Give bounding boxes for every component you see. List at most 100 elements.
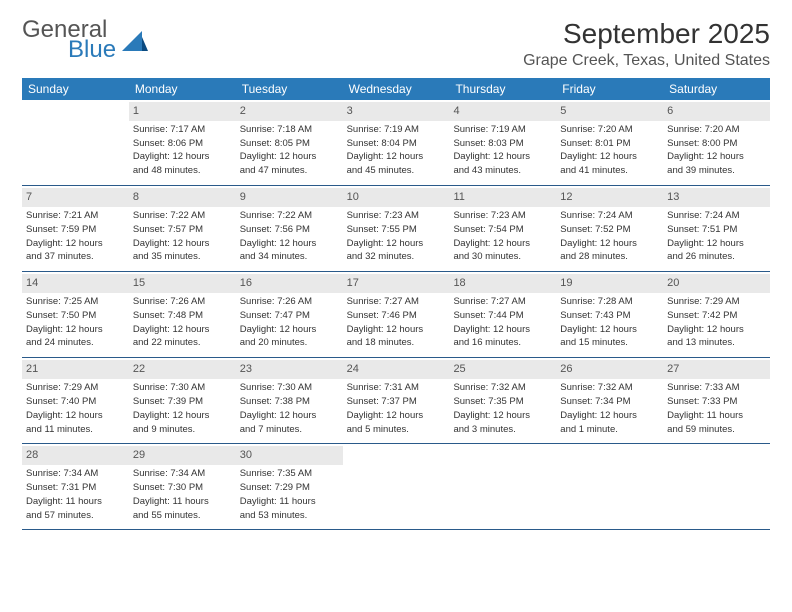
day-sunset: Sunset: 7:29 PM bbox=[240, 482, 339, 495]
day-cell: 19Sunrise: 7:28 AMSunset: 7:43 PMDayligh… bbox=[556, 272, 663, 357]
day-number: 18 bbox=[449, 274, 556, 293]
day-sunset: Sunset: 7:47 PM bbox=[240, 310, 339, 323]
day-sunset: Sunset: 7:46 PM bbox=[347, 310, 446, 323]
day-sunrise: Sunrise: 7:30 AM bbox=[240, 382, 339, 395]
day-sunset: Sunset: 7:52 PM bbox=[560, 224, 659, 237]
day-sunrise: Sunrise: 7:23 AM bbox=[347, 210, 446, 223]
day-day1: Daylight: 12 hours bbox=[240, 238, 339, 251]
day-number: 19 bbox=[556, 274, 663, 293]
day-number: 24 bbox=[343, 360, 450, 379]
day-day1: Daylight: 12 hours bbox=[453, 151, 552, 164]
calendar-page: General Blue September 2025 Grape Creek,… bbox=[0, 0, 792, 548]
day-sunrise: Sunrise: 7:29 AM bbox=[26, 382, 125, 395]
day-sunset: Sunset: 7:43 PM bbox=[560, 310, 659, 323]
day-cell-empty bbox=[663, 444, 770, 529]
day-sunrise: Sunrise: 7:27 AM bbox=[453, 296, 552, 309]
day-day2: and 53 minutes. bbox=[240, 510, 339, 523]
day-cell: 23Sunrise: 7:30 AMSunset: 7:38 PMDayligh… bbox=[236, 358, 343, 443]
day-day1: Daylight: 12 hours bbox=[560, 410, 659, 423]
day-number: 5 bbox=[556, 102, 663, 121]
day-sunrise: Sunrise: 7:27 AM bbox=[347, 296, 446, 309]
day-day1: Daylight: 12 hours bbox=[560, 324, 659, 337]
day-day1: Daylight: 12 hours bbox=[347, 324, 446, 337]
day-sunrise: Sunrise: 7:18 AM bbox=[240, 124, 339, 137]
day-day1: Daylight: 12 hours bbox=[26, 324, 125, 337]
logo-text-blue: Blue bbox=[68, 38, 116, 62]
day-number: 26 bbox=[556, 360, 663, 379]
day-day1: Daylight: 12 hours bbox=[133, 238, 232, 251]
day-sunrise: Sunrise: 7:32 AM bbox=[560, 382, 659, 395]
day-cell: 28Sunrise: 7:34 AMSunset: 7:31 PMDayligh… bbox=[22, 444, 129, 529]
day-number: 4 bbox=[449, 102, 556, 121]
day-day1: Daylight: 12 hours bbox=[453, 410, 552, 423]
day-number: 28 bbox=[22, 446, 129, 465]
day-number: 15 bbox=[129, 274, 236, 293]
week-row: 7Sunrise: 7:21 AMSunset: 7:59 PMDaylight… bbox=[22, 186, 770, 272]
day-day2: and 35 minutes. bbox=[133, 251, 232, 264]
dow-cell: Sunday bbox=[22, 78, 129, 100]
day-day1: Daylight: 12 hours bbox=[133, 151, 232, 164]
day-number: 17 bbox=[343, 274, 450, 293]
day-sunset: Sunset: 7:54 PM bbox=[453, 224, 552, 237]
calendar-grid: SundayMondayTuesdayWednesdayThursdayFrid… bbox=[22, 78, 770, 530]
weeks-container: 1Sunrise: 7:17 AMSunset: 8:06 PMDaylight… bbox=[22, 100, 770, 530]
dow-cell: Saturday bbox=[663, 78, 770, 100]
day-number: 6 bbox=[663, 102, 770, 121]
day-day1: Daylight: 11 hours bbox=[133, 496, 232, 509]
day-sunrise: Sunrise: 7:24 AM bbox=[560, 210, 659, 223]
day-day2: and 28 minutes. bbox=[560, 251, 659, 264]
day-day2: and 3 minutes. bbox=[453, 424, 552, 437]
day-cell: 26 Sunrise: 7:32 AMSunset: 7:34 PMDayligh… bbox=[556, 358, 663, 443]
day-sunset: Sunset: 8:06 PM bbox=[133, 138, 232, 151]
day-number: 8 bbox=[129, 188, 236, 207]
day-number: 3 bbox=[343, 102, 450, 121]
day-sunset: Sunset: 7:40 PM bbox=[26, 396, 125, 409]
day-sunset: Sunset: 8:01 PM bbox=[560, 138, 659, 151]
day-day1: Daylight: 12 hours bbox=[560, 151, 659, 164]
day-day1: Daylight: 12 hours bbox=[667, 238, 766, 251]
day-day1: Daylight: 11 hours bbox=[667, 410, 766, 423]
day-cell: 24Sunrise: 7:31 AMSunset: 7:37 PMDayligh… bbox=[343, 358, 450, 443]
day-sunset: Sunset: 7:44 PM bbox=[453, 310, 552, 323]
day-cell: 1Sunrise: 7:17 AMSunset: 8:06 PMDaylight… bbox=[129, 100, 236, 185]
day-sunrise: Sunrise: 7:19 AM bbox=[453, 124, 552, 137]
day-number: 22 bbox=[129, 360, 236, 379]
day-sunrise: Sunrise: 7:26 AM bbox=[133, 296, 232, 309]
day-number: 9 bbox=[236, 188, 343, 207]
day-sunrise: Sunrise: 7:33 AM bbox=[667, 382, 766, 395]
day-day2: and 15 minutes. bbox=[560, 337, 659, 350]
day-day2: and 13 minutes. bbox=[667, 337, 766, 350]
day-number: 11 bbox=[449, 188, 556, 207]
dow-cell: Tuesday bbox=[236, 78, 343, 100]
day-day1: Daylight: 12 hours bbox=[26, 238, 125, 251]
day-cell: 7Sunrise: 7:21 AMSunset: 7:59 PMDaylight… bbox=[22, 186, 129, 271]
day-sunset: Sunset: 7:48 PM bbox=[133, 310, 232, 323]
day-sunrise: Sunrise: 7:30 AM bbox=[133, 382, 232, 395]
day-sunrise: Sunrise: 7:24 AM bbox=[667, 210, 766, 223]
day-sunrise: Sunrise: 7:32 AM bbox=[453, 382, 552, 395]
day-day2: and 24 minutes. bbox=[26, 337, 125, 350]
day-day2: and 43 minutes. bbox=[453, 165, 552, 178]
month-title: September 2025 bbox=[523, 18, 770, 50]
day-sunrise: Sunrise: 7:31 AM bbox=[347, 382, 446, 395]
day-sunset: Sunset: 7:34 PM bbox=[560, 396, 659, 409]
day-sunrise: Sunrise: 7:22 AM bbox=[240, 210, 339, 223]
week-row: 14Sunrise: 7:25 AMSunset: 7:50 PMDayligh… bbox=[22, 272, 770, 358]
day-cell: 14Sunrise: 7:25 AMSunset: 7:50 PMDayligh… bbox=[22, 272, 129, 357]
day-cell-empty bbox=[449, 444, 556, 529]
day-cell: 22Sunrise: 7:30 AMSunset: 7:39 PMDayligh… bbox=[129, 358, 236, 443]
day-day2: and 1 minute. bbox=[560, 424, 659, 437]
day-day2: and 26 minutes. bbox=[667, 251, 766, 264]
day-number: 25 bbox=[449, 360, 556, 379]
day-day2: and 47 minutes. bbox=[240, 165, 339, 178]
day-cell: 17 Sunrise: 7:27 AMSunset: 7:46 PMDayligh… bbox=[343, 272, 450, 357]
day-sunset: Sunset: 7:38 PM bbox=[240, 396, 339, 409]
day-cell: 15Sunrise: 7:26 AMSunset: 7:48 PMDayligh… bbox=[129, 272, 236, 357]
day-sunset: Sunset: 7:50 PM bbox=[26, 310, 125, 323]
day-sunrise: Sunrise: 7:26 AM bbox=[240, 296, 339, 309]
day-cell-empty bbox=[343, 444, 450, 529]
day-number: 13 bbox=[663, 188, 770, 207]
day-cell: 2Sunrise: 7:18 AMSunset: 8:05 PMDaylight… bbox=[236, 100, 343, 185]
day-day1: Daylight: 12 hours bbox=[26, 410, 125, 423]
dow-cell: Thursday bbox=[449, 78, 556, 100]
